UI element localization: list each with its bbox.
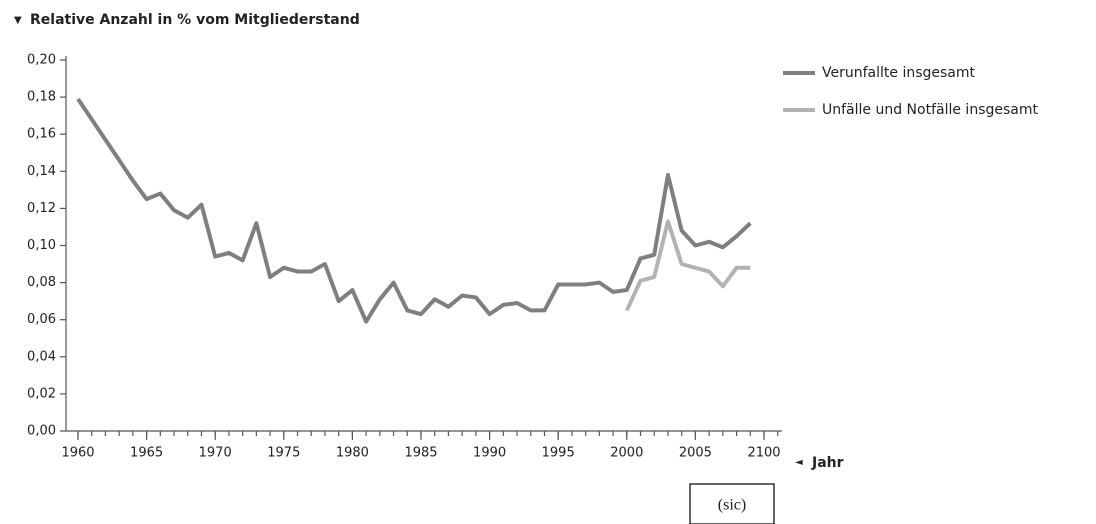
x-tick-label: 2005	[679, 446, 712, 461]
x-tick-label: 1960	[61, 446, 94, 461]
x-tick-label: 1980	[336, 446, 369, 461]
x-tick-label: 1985	[404, 446, 437, 461]
title-marker: ▼	[14, 15, 22, 26]
x-tick-label: 1965	[130, 446, 163, 461]
x-tick-label: 2100	[747, 446, 780, 461]
x-axis-label: Jahr	[811, 455, 844, 471]
y-tick-label: 0,08	[27, 275, 56, 290]
line-series	[76, 97, 752, 324]
y-tick-label: 0,04	[27, 349, 56, 364]
x-tick-label: 2000	[610, 446, 643, 461]
y-tick-label: 0,00	[27, 424, 56, 439]
y-tick-label: 0,12	[27, 201, 56, 216]
xlabel-marker: ◄	[795, 457, 803, 468]
y-tick-label: 0,02	[27, 386, 56, 401]
x-tick-label: 1975	[267, 446, 300, 461]
y-tick-label: 0,10	[27, 238, 56, 253]
y-tick-label: 0,20	[27, 53, 56, 68]
x-tick-label: 1970	[199, 446, 232, 461]
y-tick-label: 0,06	[27, 312, 56, 327]
legend-label: Unfälle und Notfälle insgesamt	[822, 102, 1038, 118]
y-tick-label: 0,14	[27, 164, 56, 179]
legend-label: Verunfallte insgesamt	[822, 65, 976, 81]
annotation-box	[689, 483, 775, 524]
line-series	[624, 219, 751, 312]
x-tick-label: 1995	[542, 446, 575, 461]
annotation: (sic)	[718, 497, 746, 514]
chart-title: Relative Anzahl in % vom Mitgliederstand	[30, 12, 360, 28]
x-tick-label: 1990	[473, 446, 506, 461]
y-tick-label: 0,16	[27, 127, 56, 142]
y-tick-label: 0,18	[27, 90, 56, 105]
